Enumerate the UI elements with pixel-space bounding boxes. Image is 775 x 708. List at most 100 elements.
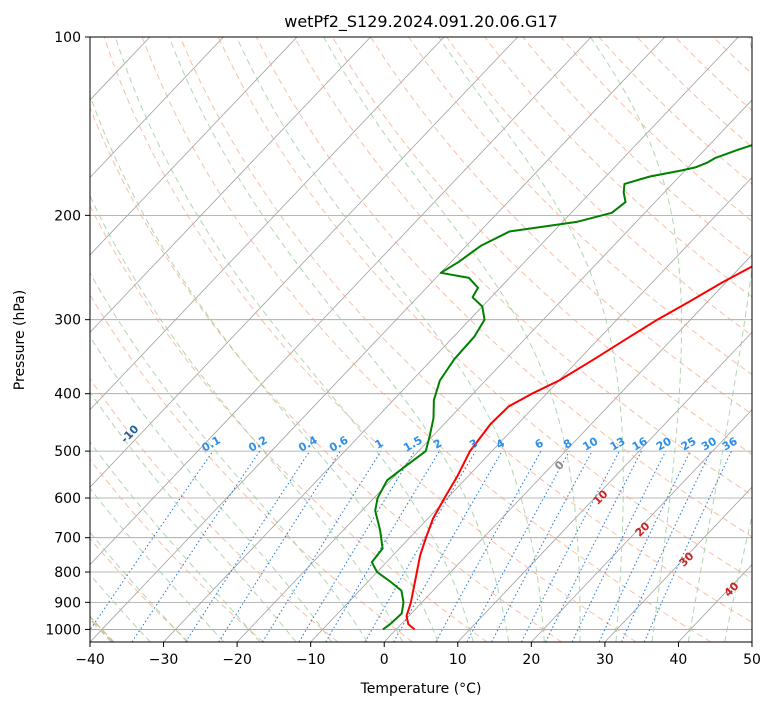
dry-adiabat-line <box>446 37 752 337</box>
dry-adiabat-label: 20 <box>633 519 653 539</box>
moist-adiabat-line <box>90 487 224 642</box>
moist-adiabat-line <box>236 37 545 642</box>
dry-adiabat-line <box>90 458 264 642</box>
dry-adiabat-line <box>408 37 752 376</box>
isotherm-line <box>0 37 3 642</box>
moist-adiabat-line <box>168 37 510 642</box>
moist-adiabat-line <box>323 37 581 642</box>
mixing-ratio-line <box>185 450 311 642</box>
isotherm-line <box>90 37 592 566</box>
isotherm-line <box>90 37 518 488</box>
isotherm-line <box>383 254 752 642</box>
isotherm-line <box>90 37 371 333</box>
mixing-ratio-label: 1 <box>373 437 386 452</box>
x-tick-label: −10 <box>296 652 326 668</box>
x-tick-label: 30 <box>596 652 614 668</box>
moist-adiabat-line <box>114 37 474 642</box>
dry-adiabat-line <box>636 37 752 148</box>
y-tick-label: 1000 <box>45 622 81 638</box>
x-tick-label: 40 <box>670 652 688 668</box>
isotherm-line <box>90 37 298 256</box>
x-tick-label: 10 <box>449 652 467 668</box>
y-tick-label: 600 <box>54 491 81 507</box>
dewpoint-profile <box>370 144 752 631</box>
isotherm-line <box>90 37 666 642</box>
mixing-ratio-label: 6 <box>533 436 546 451</box>
mixing-ratio-label: 4 <box>494 436 507 451</box>
dry-adiabat-line <box>90 106 562 642</box>
dry-adiabat-line <box>90 537 190 642</box>
plot-frame <box>89 36 753 643</box>
dry-adiabat-line <box>522 37 752 260</box>
isotherm-line <box>163 37 739 642</box>
dry-adiabat-line <box>293 37 752 496</box>
mixing-ratio-line <box>643 450 733 642</box>
dry-adiabat-label: 10 <box>591 487 611 507</box>
isotherm-line <box>457 331 752 642</box>
isotherm-line <box>236 99 752 642</box>
dry-adiabat-label: 40 <box>722 579 742 599</box>
y-axis: 100 200 300 400 500 600 700 800 900 1000 <box>45 30 90 638</box>
dry-adiabat-line <box>370 37 752 415</box>
mixing-ratio-label: 30 <box>699 434 719 453</box>
dry-adiabat-line <box>331 37 752 455</box>
isotherm-line <box>604 486 752 642</box>
moist-adiabat-line <box>438 37 624 642</box>
x-tick-label: 50 <box>743 652 761 668</box>
moist-adiabat-line <box>687 37 752 642</box>
mixing-ratio-line <box>298 450 416 642</box>
y-tick-label: 300 <box>54 313 81 329</box>
dry-adiabat-line <box>141 37 712 642</box>
mixing-ratio-label: 16 <box>630 434 650 453</box>
isotherm-line <box>90 37 445 411</box>
x-axis-title: Temperature (°C) <box>360 681 482 697</box>
dry-adiabat-line <box>255 37 752 538</box>
x-tick-label: −20 <box>222 652 252 668</box>
dry-adiabat-line <box>674 37 752 111</box>
y-tick-label: 100 <box>54 30 81 46</box>
mixing-ratio-line <box>466 450 570 642</box>
mixing-ratio-label: 25 <box>679 435 699 454</box>
isotherm-line <box>90 37 224 179</box>
mixing-ratio-line <box>545 450 642 642</box>
isotherm-line <box>751 641 752 642</box>
isotherm-line <box>531 409 752 642</box>
background-lines <box>0 37 775 642</box>
moist-adiabat-line <box>761 37 775 642</box>
x-tick-label: −40 <box>75 652 105 668</box>
dry-adiabat-line <box>90 293 413 642</box>
y-tick-label: 700 <box>54 531 81 547</box>
x-axis: −40 −30 −20 −10 0 10 20 30 40 50 <box>75 642 761 668</box>
y-tick-label: 400 <box>54 387 81 403</box>
mixing-ratio-line <box>131 450 261 642</box>
y-tick-label: 200 <box>54 208 81 224</box>
moist-adiabat-line <box>90 441 261 642</box>
profile-lines <box>370 144 752 631</box>
mixing-ratio-line <box>435 450 542 642</box>
chart-title: wetPf2_S129.2024.091.20.06.G17 <box>284 12 558 32</box>
moist-adiabat-line <box>90 94 439 642</box>
x-tick-label: 0 <box>380 652 389 668</box>
dry-adiabat-line <box>217 37 752 580</box>
moist-adiabat-line <box>90 335 333 642</box>
mixing-ratio-label: 2 <box>431 437 444 452</box>
dry-adiabat-line <box>560 37 752 222</box>
mixing-ratio-line <box>571 450 667 642</box>
y-tick-label: 500 <box>54 444 81 460</box>
moist-adiabat-line <box>589 37 682 642</box>
temperature-profile <box>405 265 752 631</box>
mixing-ratio-line <box>218 450 341 642</box>
dry-adiabat-label: 30 <box>677 549 697 569</box>
x-tick-label: 20 <box>522 652 540 668</box>
y-tick-label: 900 <box>54 595 81 611</box>
dry-adiabat-line <box>179 37 752 623</box>
moist-adiabat-line <box>90 531 188 642</box>
mixing-ratio-label: 13 <box>608 435 628 454</box>
moist-adiabat-line <box>90 271 368 642</box>
moist-adiabat-line <box>90 391 297 642</box>
line-labels: 0.1 0.2 0.4 0.6 1 1.5 2 3 4 6 8 10 13 16 20 25 30 36-1001… <box>118 422 742 599</box>
dry-adiabat-label: 0 <box>552 458 567 473</box>
y-tick-label: 800 <box>54 565 81 581</box>
dry-adiabat-line <box>90 204 488 642</box>
